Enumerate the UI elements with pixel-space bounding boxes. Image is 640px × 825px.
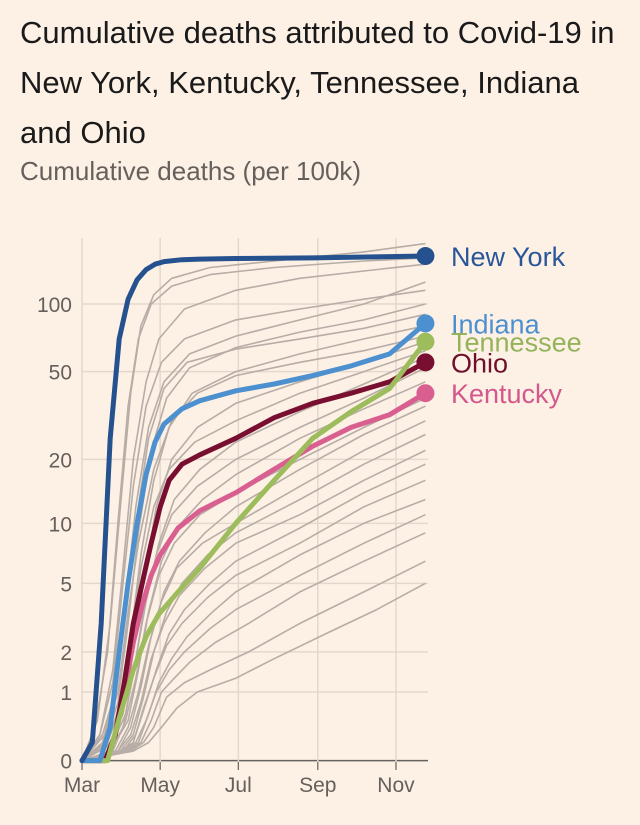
- y-tick-label: 10: [49, 513, 72, 536]
- background-series-line: [81, 257, 426, 761]
- background-series-line: [81, 405, 426, 762]
- series-label-indiana: Indiana: [451, 309, 541, 339]
- series-line-new-york: [79, 253, 428, 764]
- x-axis-ticks: Mar May Jul Sep Nov: [64, 774, 415, 797]
- background-series-line: [81, 513, 426, 762]
- series-label-tennessee: Tennessee: [451, 328, 582, 358]
- y-tick-label: 5: [60, 573, 72, 596]
- background-series-line: [81, 532, 426, 762]
- background-series-line: [81, 449, 426, 762]
- background-series: [81, 242, 426, 762]
- y-tick-label: 50: [49, 362, 72, 385]
- y-tick-label: 20: [49, 449, 72, 472]
- series-line-ohio: [79, 359, 428, 764]
- y-tick-label: 0: [60, 751, 72, 774]
- background-series-line: [81, 498, 426, 762]
- background-series-line: [81, 479, 426, 762]
- highlighted-series: [79, 253, 428, 764]
- series-endpoint-new-york: [416, 247, 435, 266]
- series-label-kentucky: Kentucky: [451, 379, 563, 409]
- y-tick-label: 1: [60, 682, 72, 705]
- background-series-line: [81, 420, 426, 762]
- series-line-indiana: [79, 320, 428, 764]
- x-tick-label: Sep: [299, 774, 336, 797]
- y-tick-label: 2: [60, 642, 72, 665]
- chart-title: Cumulative deaths attributed to Covid-19…: [20, 15, 615, 150]
- series-label-new-york: New York: [451, 242, 566, 272]
- series-line-tennessee: [79, 339, 428, 764]
- series-label-ohio: Ohio: [451, 348, 508, 378]
- series-endpoint-indiana: [416, 314, 435, 333]
- background-series-line: [81, 397, 426, 762]
- y-axis-ticks: 0 1 2 5 10 20 50 100: [37, 294, 72, 774]
- background-series-line: [81, 463, 426, 762]
- series-endpoint-kentucky: [416, 384, 435, 403]
- background-series-line: [81, 263, 426, 762]
- background-series-line: [81, 303, 426, 762]
- background-series-line: [81, 356, 426, 762]
- series-endpoint-ohio: [416, 353, 435, 372]
- series-endpoint-tennessee: [416, 332, 435, 351]
- x-tick-label: Jul: [225, 774, 252, 797]
- background-series-line: [81, 560, 426, 762]
- x-tick-label: May: [140, 774, 180, 797]
- background-series-line: [81, 289, 426, 762]
- background-series-line: [81, 582, 426, 762]
- x-tick-label: Mar: [64, 774, 100, 797]
- chart-subtitle: Cumulative deaths (per 100k): [20, 156, 362, 186]
- gridlines: [81, 238, 428, 770]
- x-tick-label: Nov: [377, 774, 415, 797]
- y-tick-label: 100: [37, 294, 72, 317]
